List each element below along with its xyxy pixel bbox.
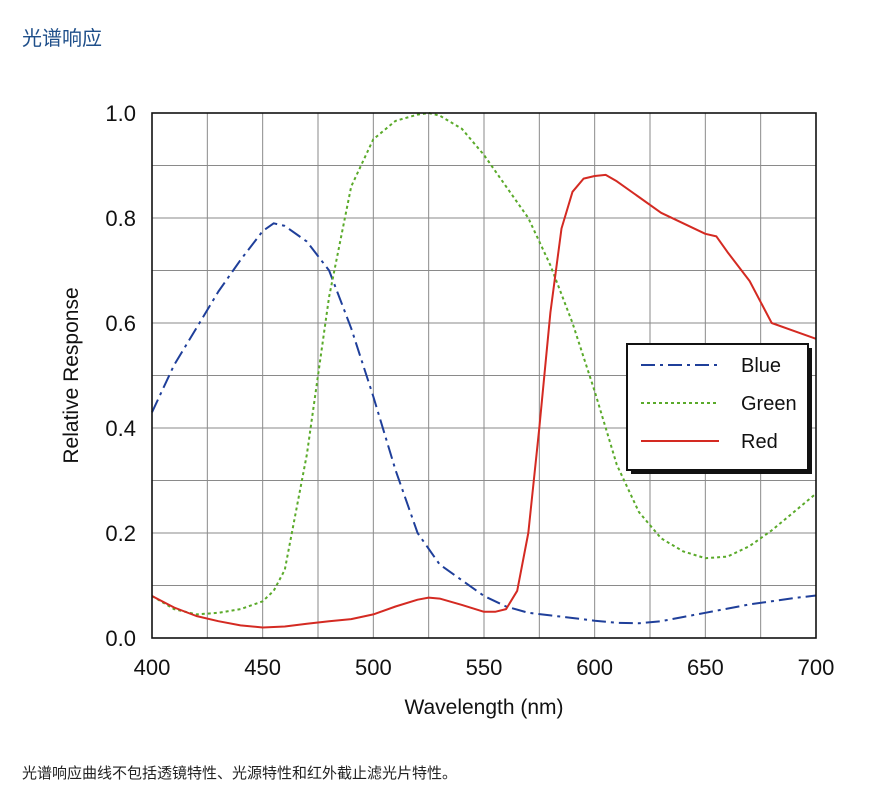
y-axis-label: Relative Response: [60, 287, 83, 463]
legend-label-red: Red: [741, 431, 778, 453]
series-line-blue: [151, 222, 817, 625]
tick-labels: 400 450 500 550 600 650 700 0.0 0.2 0.4 0.6 0.8 1.0: [105, 101, 834, 680]
y-tick-label: 1.0: [105, 101, 136, 126]
legend: Blue Green Red: [626, 343, 812, 474]
y-tick-label: 0.0: [105, 626, 136, 651]
x-tick-label: 450: [244, 655, 281, 680]
legend-box: [626, 343, 809, 471]
x-tick-label: 650: [687, 655, 724, 680]
page-title: 光谱响应: [22, 26, 102, 50]
y-tick-label: 0.6: [105, 311, 136, 336]
caption: 光谱响应曲线不包括透镜特性、光源特性和红外截止滤光片特性。: [22, 764, 458, 782]
x-axis-label: Wavelength (nm): [404, 696, 563, 719]
x-tick-label: 400: [134, 655, 171, 680]
x-tick-label: 500: [355, 655, 392, 680]
legend-label-green: Green: [741, 393, 797, 415]
x-tick-label: 550: [466, 655, 503, 680]
plot-frame: [151, 112, 817, 639]
series-line-red: [151, 173, 817, 629]
y-tick-label: 0.8: [105, 206, 136, 231]
series-layer: [151, 112, 817, 629]
y-tick-label: 0.2: [105, 521, 136, 546]
series-line-green: [151, 112, 817, 616]
y-tick-label: 0.4: [105, 416, 136, 441]
x-tick-label: 700: [798, 655, 835, 680]
x-tick-label: 600: [576, 655, 613, 680]
legend-label-blue: Blue: [741, 355, 781, 377]
